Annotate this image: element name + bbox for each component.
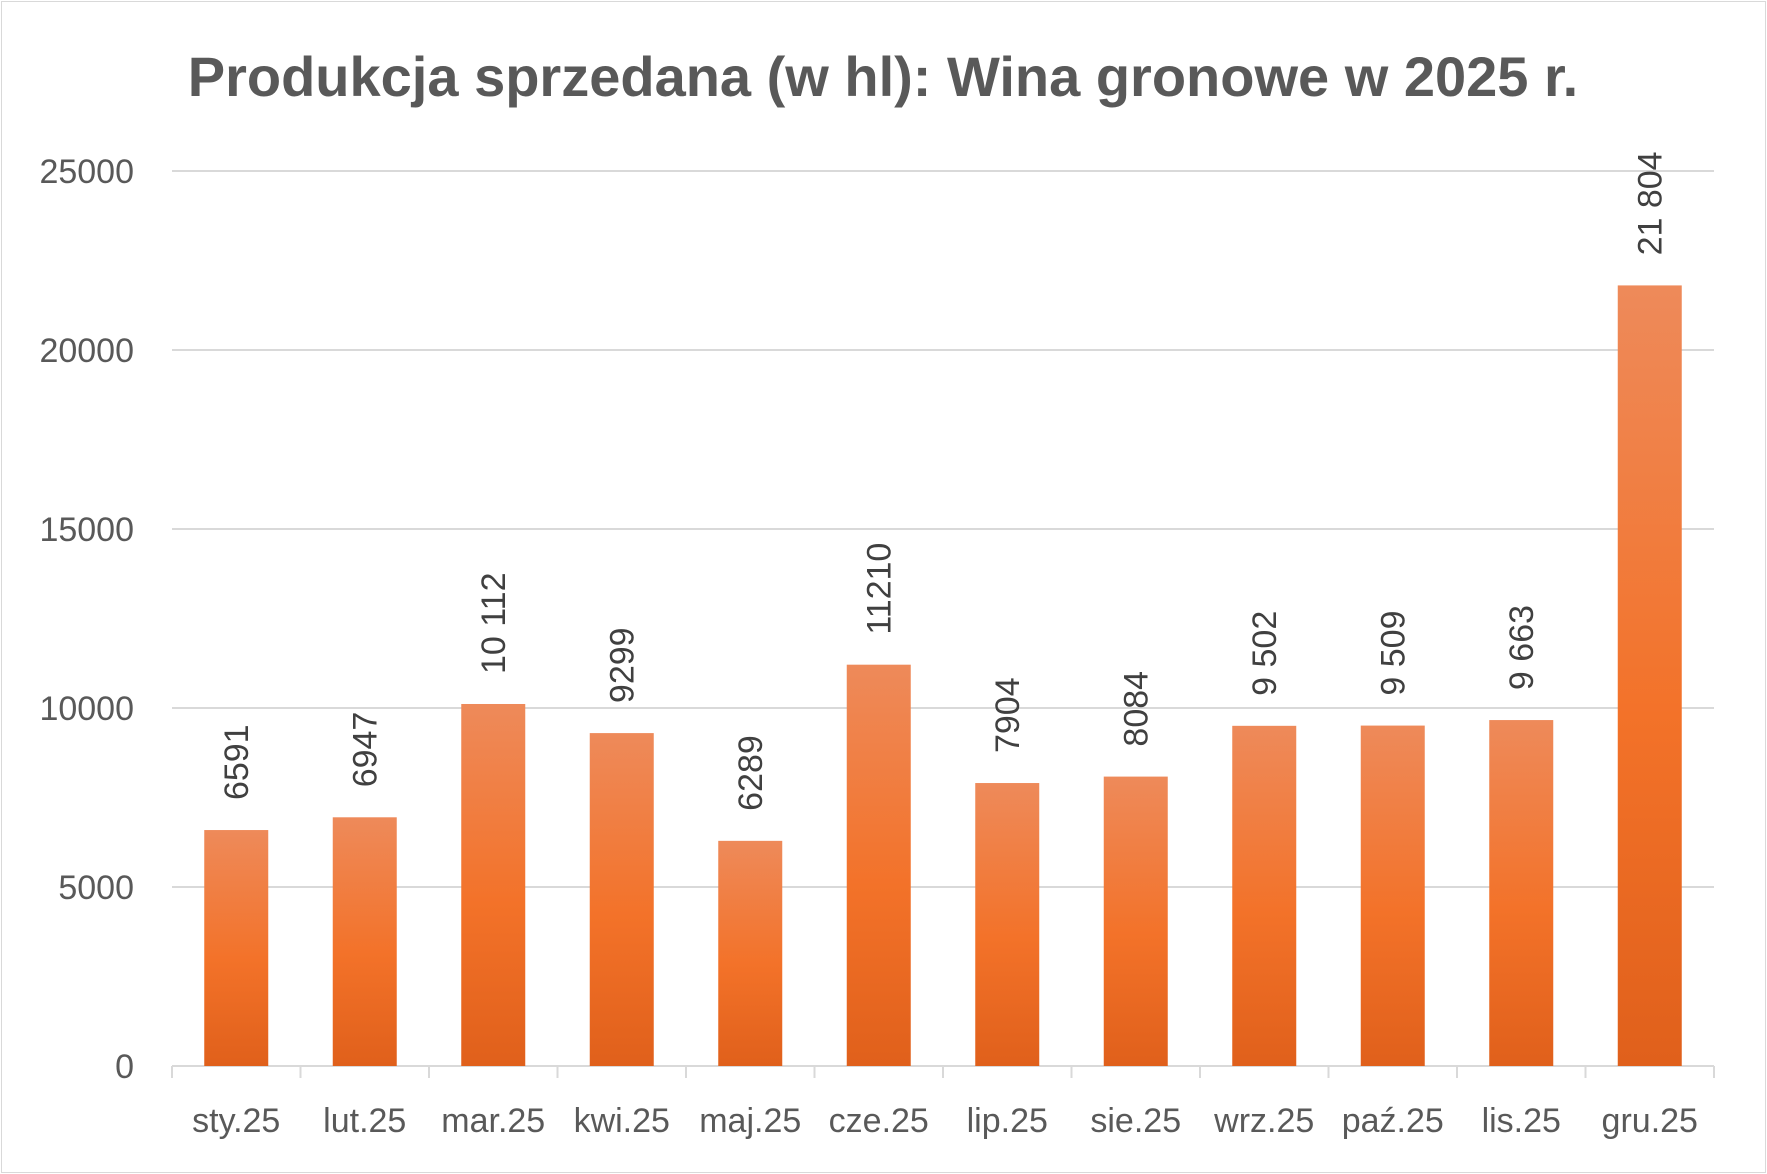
x-tick-label: mar.25 bbox=[441, 1102, 545, 1140]
chart-title: Produkcja sprzedana (w hl): Wina gronowe… bbox=[188, 45, 1578, 108]
data-label: 8084 bbox=[1118, 671, 1156, 747]
data-label: 9299 bbox=[604, 627, 642, 703]
bar-mar.25 bbox=[461, 703, 526, 1066]
data-label: 6947 bbox=[347, 712, 385, 788]
y-tick-label: 15000 bbox=[39, 511, 134, 549]
data-label: 6591 bbox=[218, 724, 256, 800]
y-tick-label: 25000 bbox=[39, 153, 134, 191]
x-tick-label: sie.25 bbox=[1090, 1102, 1181, 1140]
bar-maj.25 bbox=[718, 840, 783, 1066]
x-tick-label: lip.25 bbox=[967, 1102, 1048, 1140]
x-tick-label: maj.25 bbox=[699, 1102, 801, 1140]
y-tick-label: 5000 bbox=[58, 869, 134, 907]
bar-sie.25 bbox=[1103, 776, 1168, 1066]
x-tick-label: lis.25 bbox=[1482, 1102, 1561, 1140]
bar-paź.25 bbox=[1360, 725, 1425, 1066]
x-tick-label: cze.25 bbox=[829, 1102, 929, 1140]
bar-wrz.25 bbox=[1232, 725, 1297, 1066]
data-label: 9 509 bbox=[1375, 610, 1413, 695]
bar-kwi.25 bbox=[589, 733, 654, 1066]
data-label: 9 502 bbox=[1246, 611, 1284, 696]
data-label: 11210 bbox=[861, 543, 899, 635]
x-tick-label: paź.25 bbox=[1342, 1102, 1444, 1140]
x-tick-label: lut.25 bbox=[323, 1102, 406, 1140]
data-label: 6289 bbox=[732, 735, 770, 811]
x-tick-label: gru.25 bbox=[1602, 1102, 1698, 1140]
bar-cze.25 bbox=[846, 664, 911, 1066]
y-tick-label: 20000 bbox=[39, 332, 134, 370]
x-tick-label: sty.25 bbox=[192, 1102, 280, 1140]
data-label: 9 663 bbox=[1503, 605, 1541, 690]
y-tick-label: 0 bbox=[115, 1048, 134, 1086]
bar-sty.25 bbox=[204, 830, 269, 1066]
data-label: 10 112 bbox=[475, 573, 513, 674]
x-tick-label: kwi.25 bbox=[574, 1102, 670, 1140]
y-tick-label: 10000 bbox=[39, 690, 134, 728]
bar-gru.25 bbox=[1617, 285, 1682, 1066]
x-tick-label: wrz.25 bbox=[1213, 1102, 1314, 1140]
data-label: 21 804 bbox=[1632, 151, 1670, 255]
data-label: 7904 bbox=[989, 677, 1027, 753]
bar-lut.25 bbox=[332, 817, 397, 1066]
bar-lis.25 bbox=[1489, 720, 1554, 1066]
bar-lip.25 bbox=[975, 783, 1040, 1066]
